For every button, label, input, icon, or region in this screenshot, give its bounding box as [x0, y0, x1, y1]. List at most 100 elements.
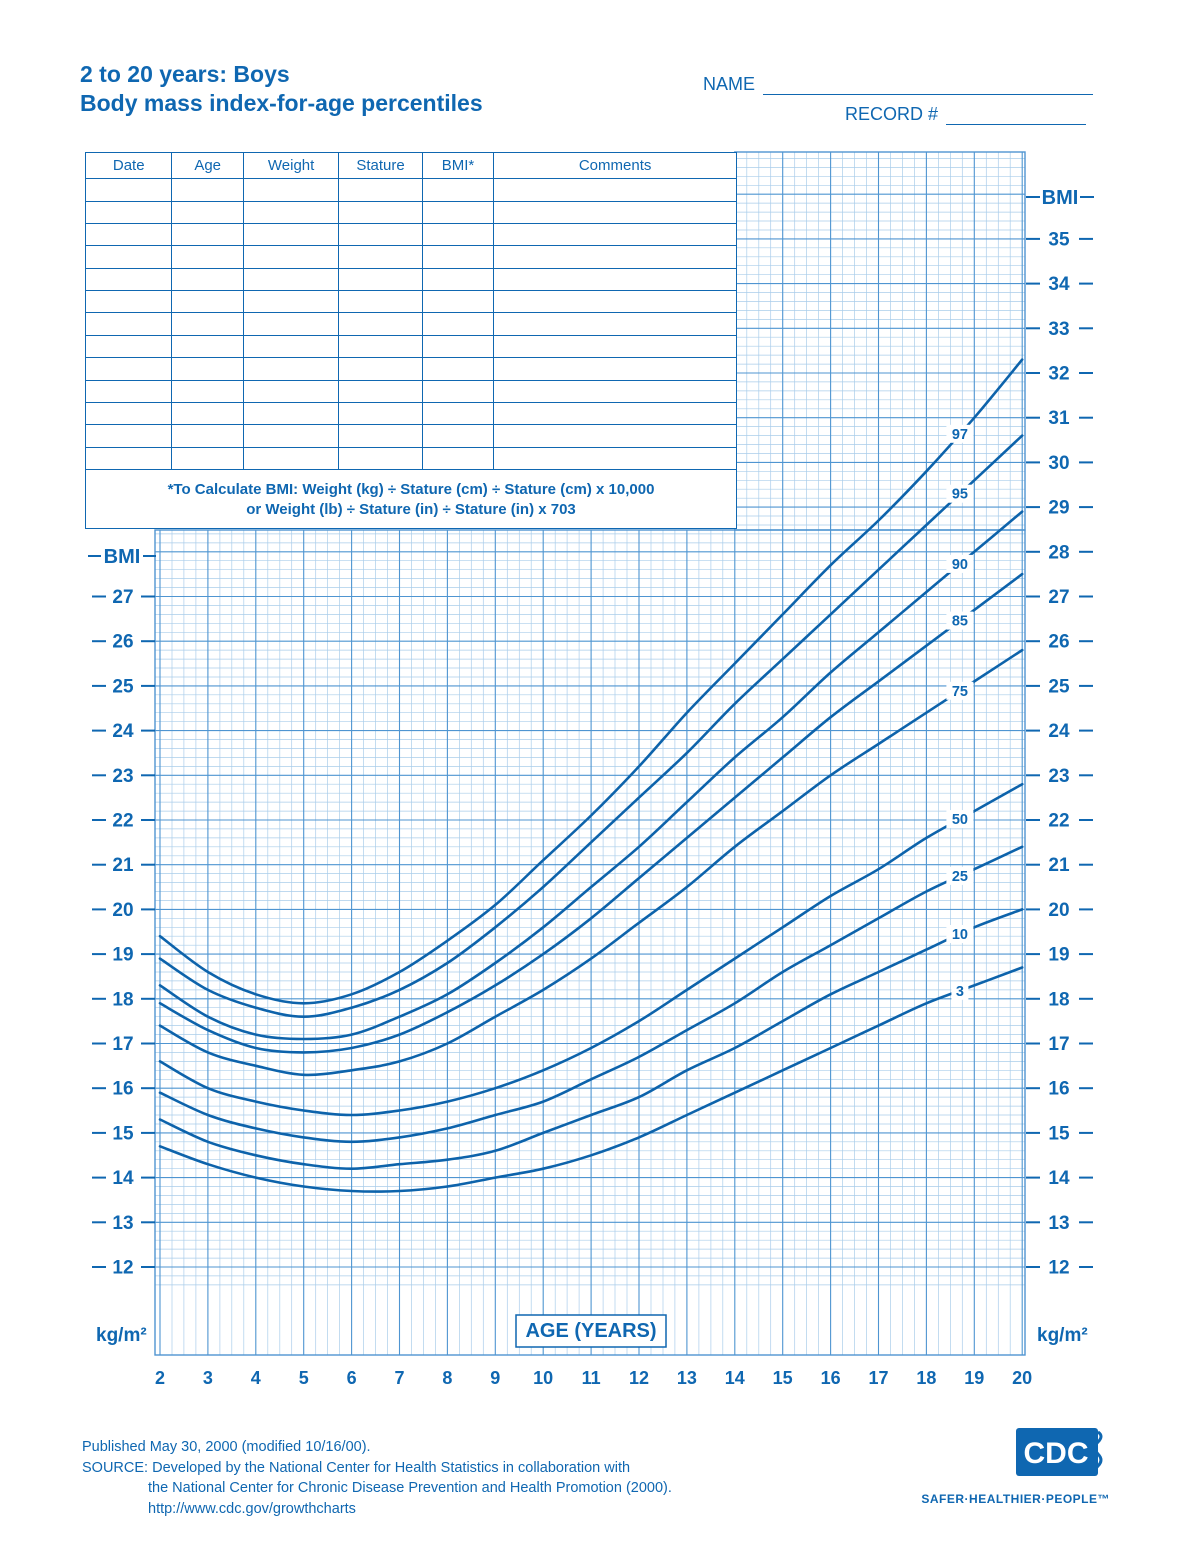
table-cell [493, 223, 737, 247]
table-cell [84, 446, 173, 471]
table-cell [493, 267, 737, 292]
x-axis-tick-label: 15 [773, 1368, 793, 1388]
record-field: RECORD # [845, 104, 1105, 125]
x-axis-tick-label: 18 [916, 1368, 936, 1388]
table-row [84, 379, 737, 403]
left-axis-tick-label: 25 [112, 676, 134, 697]
table-cell [242, 223, 340, 247]
table-cell [171, 245, 244, 269]
table-row [84, 334, 737, 359]
percentile-label-85: 85 [952, 614, 968, 630]
table-cell [242, 357, 340, 381]
table-row [84, 401, 737, 426]
right-axis-tick-label: 32 [1048, 364, 1069, 385]
source-url: http://www.cdc.gov/growthcharts [148, 1500, 356, 1517]
left-axis-tick-label: 13 [112, 1213, 133, 1234]
table-cell [421, 267, 495, 292]
cdc-logo: CDC [1016, 1428, 1103, 1476]
footer: Published May 30, 2000 (modified 10/16/0… [82, 1437, 672, 1519]
left-axis-tick-label: 15 [112, 1123, 134, 1144]
left-axis-title: BMI [104, 546, 141, 568]
table-cell [338, 357, 423, 381]
table-cell [84, 178, 173, 202]
table-cell [242, 245, 340, 269]
right-unit-label: kg/m² [1037, 1325, 1088, 1346]
right-axis-tick-label: 24 [1048, 721, 1070, 742]
name-input-line [763, 76, 1094, 95]
x-axis-tick-label: 16 [821, 1368, 841, 1388]
table-cell [242, 424, 340, 448]
table-cell [84, 312, 173, 336]
table-row [84, 223, 737, 247]
percentile-label-bg [946, 810, 974, 829]
bmi-formula-note: *To Calculate BMI: Weight (kg) ÷ Stature… [85, 470, 737, 529]
table-cell [171, 334, 244, 359]
table-row [84, 312, 737, 336]
table-column-header: Stature [338, 151, 423, 180]
percentile-label-10: 10 [952, 927, 968, 943]
x-axis-tick-label: 5 [299, 1368, 309, 1388]
table-cell [421, 424, 495, 448]
cdc-logo-flag [1016, 1428, 1098, 1476]
source-line: SOURCE: Developed by the National Center… [82, 1459, 631, 1476]
table-cell [171, 200, 244, 225]
x-axis-tick-label: 14 [725, 1368, 745, 1388]
x-axis-tick-label: 17 [868, 1368, 888, 1388]
percentile-curve-labels: 97 95 90 85 75 50 25 10 3 [946, 424, 974, 1000]
percentile-curve-85 [158, 572, 1024, 1054]
x-axis-tick-label: 9 [490, 1368, 500, 1388]
table-cell [338, 424, 423, 448]
right-axis-tick-label: 30 [1048, 453, 1069, 474]
table-row [84, 178, 737, 202]
right-axis-tick-label: 18 [1048, 989, 1069, 1010]
x-axis-tick-label: 7 [394, 1368, 404, 1388]
x-axis-title-box [515, 1314, 667, 1348]
x-axis-tick-label: 13 [677, 1368, 697, 1388]
x-axis-tick-label: 8 [442, 1368, 452, 1388]
table-row [84, 357, 737, 381]
table-row [84, 267, 737, 292]
table-cell [493, 401, 737, 426]
table-cell [242, 267, 340, 292]
table-cell [421, 446, 495, 471]
table-cell [338, 200, 423, 225]
right-axis-tick-label: 31 [1048, 408, 1070, 429]
cdc-logo-wave [1089, 1430, 1103, 1476]
percentile-curves [158, 358, 1024, 1193]
left-axis-tick-label: 27 [112, 587, 133, 608]
table-row [84, 245, 737, 269]
percentile-label-90: 90 [952, 557, 968, 573]
cdc-logo-text: CDC [1024, 1437, 1089, 1470]
table-cell [242, 290, 340, 314]
percentile-curve-25 [158, 845, 1024, 1144]
table-cell [338, 334, 423, 359]
page-subtitle: Body mass index-for-age percentiles [80, 90, 483, 116]
percentile-label-75: 75 [952, 684, 968, 700]
percentile-label-bg [946, 484, 974, 503]
table-row [84, 290, 737, 314]
table-cell [338, 267, 423, 292]
percentile-label-50: 50 [952, 812, 968, 828]
measurement-table: Date Age Weight Stature BMI* Comments [84, 151, 737, 471]
table-cell [84, 290, 173, 314]
table-cell [242, 312, 340, 336]
right-axis-tick-label: 14 [1048, 1168, 1070, 1189]
right-axis-tick-label: 20 [1048, 900, 1069, 921]
left-axis-tick-label: 14 [112, 1168, 134, 1189]
left-axis-tick-label: 23 [112, 766, 133, 787]
grid-major-lines [155, 152, 1025, 1355]
table-cell [171, 267, 244, 292]
table-cell [493, 334, 737, 359]
percentile-curve-50 [158, 782, 1024, 1117]
x-axis-tick-label: 2 [155, 1368, 165, 1388]
x-axis-tick-label: 3 [203, 1368, 213, 1388]
table-cell [84, 334, 173, 359]
left-unit-label: kg/m² [96, 1325, 147, 1346]
table-cell [84, 200, 173, 225]
right-axis-tick-label: 23 [1048, 766, 1069, 787]
table-cell [493, 446, 737, 471]
table-cell [421, 312, 495, 336]
table-cell [338, 401, 423, 426]
